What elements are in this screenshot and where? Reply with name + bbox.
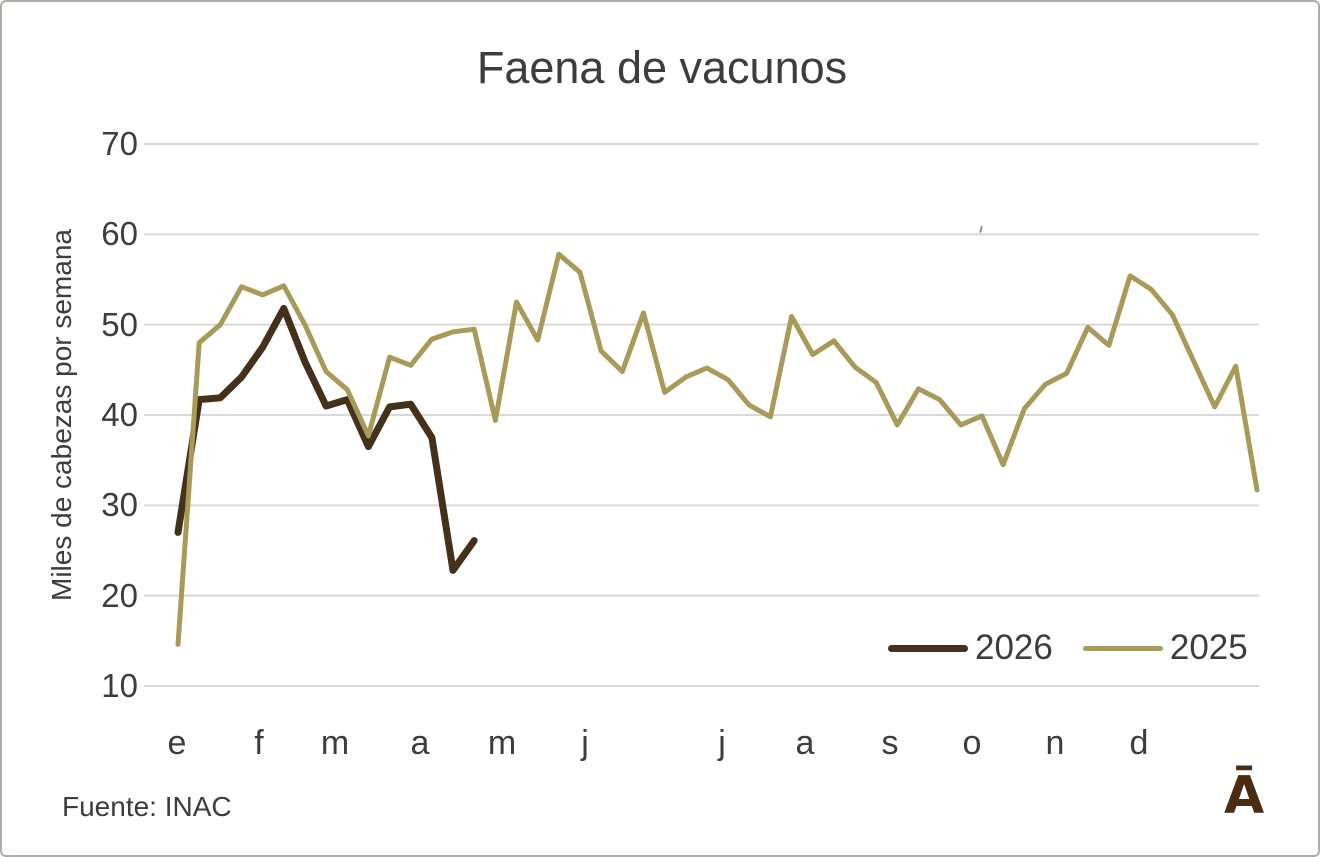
x-tick-month-2: f — [254, 724, 264, 762]
x-tick-month-7: j — [718, 724, 726, 762]
series-line-2026 — [174, 304, 478, 574]
y-tick-40: 40 — [101, 396, 138, 433]
x-tick-month-5: m — [487, 724, 517, 762]
legend-item-2026: 2026 — [888, 628, 1053, 668]
x-tick-month-8: a — [795, 724, 815, 762]
y-tick-50: 50 — [101, 305, 138, 343]
legend-label-2025: 2025 — [1169, 628, 1248, 667]
y-tick-labels: 70 60 50 40 30 20 10 — [60, 2, 138, 855]
x-tick-month-3: m — [320, 724, 350, 762]
x-tick-month-1: e — [167, 724, 187, 762]
y-tick-20: 20 — [101, 576, 138, 614]
legend-swatch-2025-icon — [1082, 645, 1163, 651]
y-tick-70: 70 — [101, 125, 138, 162]
x-tick-month-6: j — [581, 724, 589, 762]
x-tick-month-10: o — [962, 724, 982, 762]
y-tick-60: 60 — [101, 215, 138, 253]
legend-item-2025: 2025 — [1082, 628, 1248, 668]
legend-label-2026: 2026 — [975, 628, 1053, 667]
chart-title: Faena de vacunos — [476, 42, 848, 93]
logo-a-macron: Ā — [1224, 766, 1265, 826]
y-tick-30: 30 — [101, 486, 138, 524]
x-tick-month-12: d — [1129, 724, 1149, 762]
x-tick-month-11: n — [1045, 724, 1065, 762]
x-tick-month-4: a — [410, 724, 430, 762]
source-text: Fuente: INAC — [62, 791, 232, 822]
legend: 2026 2025 — [888, 628, 1248, 668]
y-tick-10: 10 — [101, 667, 138, 704]
series-line-2025 — [175, 251, 1260, 647]
legend-swatch-2026-icon — [888, 644, 968, 652]
x-tick-month-9: s — [881, 724, 899, 762]
